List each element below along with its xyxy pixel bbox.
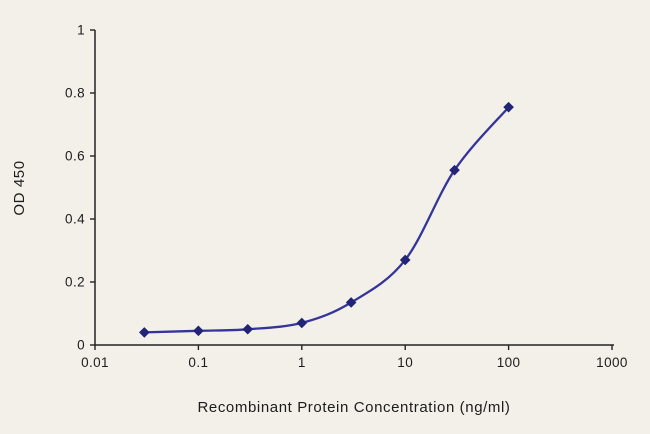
data-point-marker: [139, 327, 150, 338]
y-tick-label: 1: [77, 23, 85, 38]
x-tick-label: 1000: [596, 355, 628, 370]
data-point-marker: [193, 325, 204, 337]
x-tick-label: 10: [397, 355, 413, 370]
data-point-marker: [449, 164, 460, 176]
data-point-marker: [503, 101, 514, 113]
data-point-marker: [345, 297, 357, 308]
y-tick-label: 0.2: [65, 275, 85, 290]
x-axis-title: Recombinant Protein Concentration (ng/ml…: [197, 399, 510, 416]
series-line: [143, 106, 510, 334]
chart-generated-layer: 0.01 0.1 1 10 100 1000 0 0.2 0.4 0.6 0.8 1: [65, 23, 628, 371]
x-tick-label: 100: [497, 355, 521, 370]
y-tick-label: 0.6: [65, 149, 85, 164]
data-point-marker: [242, 323, 254, 335]
x-tick-label: 0.01: [81, 355, 109, 370]
y-tick-label: 0.4: [65, 212, 85, 227]
data-point-marker: [296, 317, 308, 329]
y-tick-label: 0.8: [65, 86, 85, 101]
x-tick-label: 0.1: [188, 355, 208, 370]
data-point-marker: [399, 254, 411, 266]
y-tick-label: 0: [77, 338, 85, 353]
y-axis-title: OD 450: [11, 160, 28, 215]
x-tick-label: 1: [298, 355, 306, 370]
